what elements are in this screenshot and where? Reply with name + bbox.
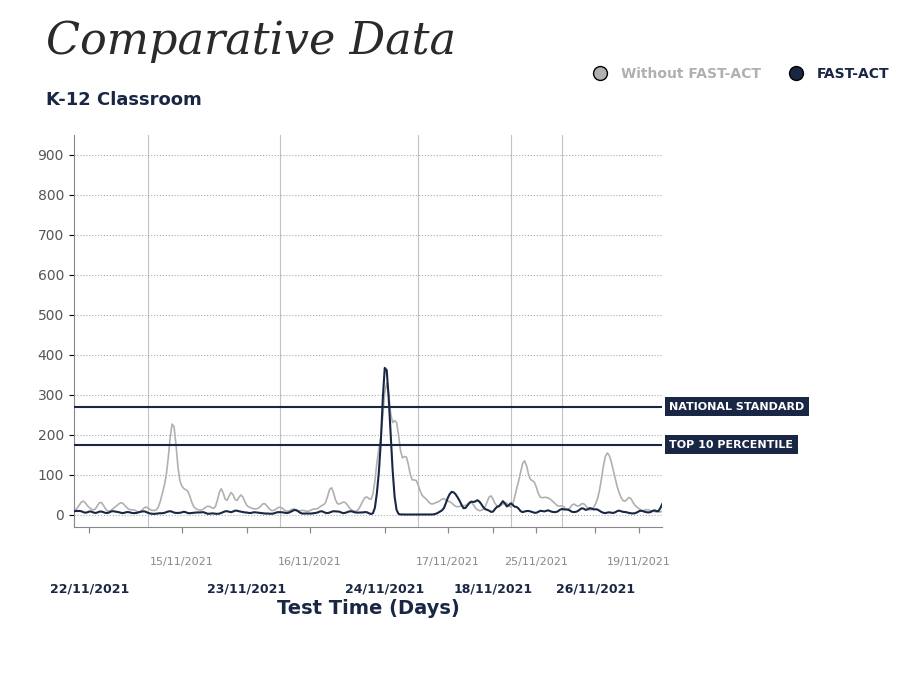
- Text: 16/11/2021: 16/11/2021: [278, 557, 342, 567]
- Text: 23/11/2021: 23/11/2021: [207, 582, 286, 595]
- Text: TOP 10 PERCENTILE: TOP 10 PERCENTILE: [669, 439, 792, 450]
- Text: 25/11/2021: 25/11/2021: [504, 557, 568, 567]
- Legend: Without FAST-ACT, FAST-ACT: Without FAST-ACT, FAST-ACT: [580, 61, 893, 86]
- Text: 22/11/2021: 22/11/2021: [50, 582, 129, 595]
- Text: NATIONAL STANDARD: NATIONAL STANDARD: [669, 402, 804, 412]
- Text: Comparative Data: Comparative Data: [46, 20, 456, 63]
- Text: 24/11/2021: 24/11/2021: [345, 582, 424, 595]
- Text: 19/11/2021: 19/11/2021: [607, 557, 670, 567]
- Text: 15/11/2021: 15/11/2021: [150, 557, 213, 567]
- Text: 17/11/2021: 17/11/2021: [415, 557, 479, 567]
- Text: K-12 Classroom: K-12 Classroom: [46, 91, 201, 109]
- Text: 18/11/2021: 18/11/2021: [453, 582, 532, 595]
- Text: 26/11/2021: 26/11/2021: [555, 582, 634, 595]
- X-axis label: Test Time (Days): Test Time (Days): [277, 599, 459, 618]
